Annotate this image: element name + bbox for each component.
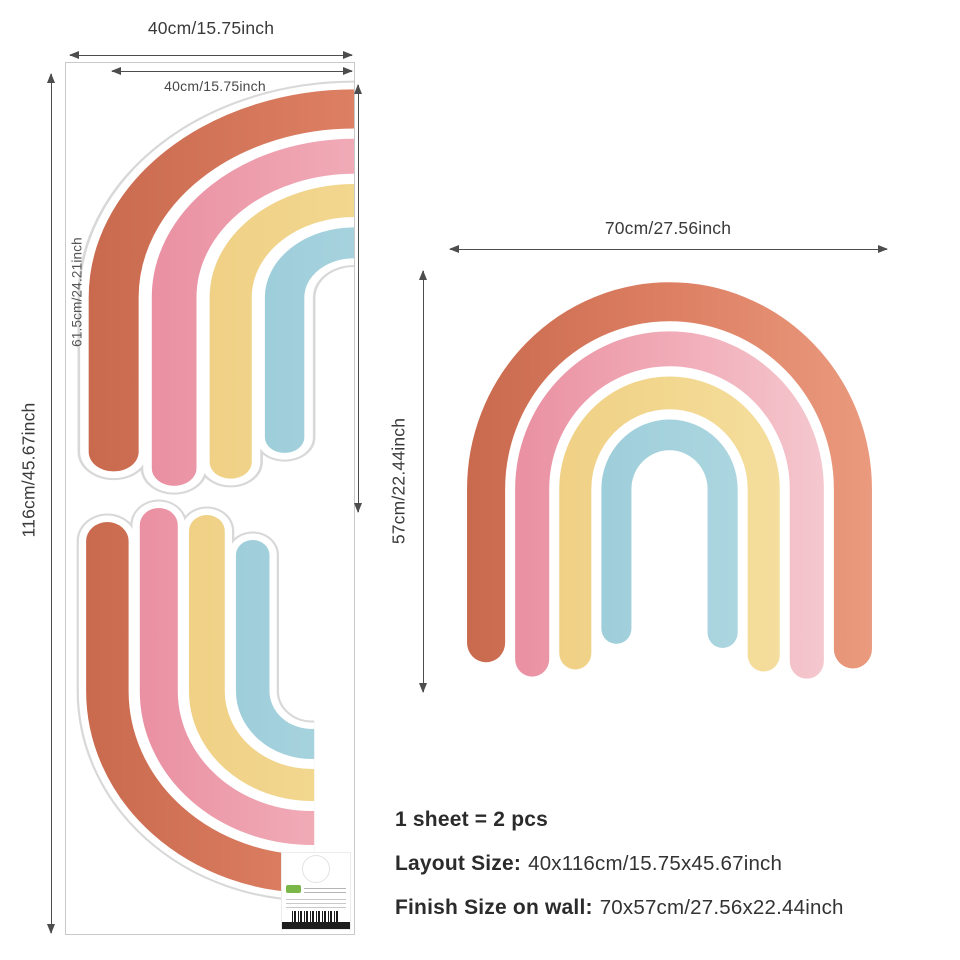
piece-width-arrow [111, 67, 353, 76]
brand-logo [286, 885, 301, 893]
finish-size-value: 70x57cm/27.56x22.44inch [599, 896, 844, 919]
sheet-height-label: 116cm/45.67inch [18, 402, 39, 538]
finish-width-arrow [449, 245, 888, 254]
layout-size-info: Layout Size: 40x116cm/15.75x45.67inch [395, 852, 782, 876]
finish-height-label: 57cm/22.44inch [388, 417, 409, 545]
piece-height-label: 61.5cm/24.21inch [69, 237, 85, 347]
sheet-width-arrow [69, 51, 353, 60]
piece-width-label: 40cm/15.75inch [164, 78, 266, 94]
sheet-piece-top [114, 109, 354, 470]
watermark-circle [302, 855, 330, 883]
finish-size-info: Finish Size on wall: 70x57cm/27.56x22.44i… [395, 896, 844, 920]
finish-width-label: 70cm/27.56inch [604, 218, 732, 238]
label-footer-bar [282, 922, 350, 929]
finish-size-label: Finish Size on wall: [395, 896, 593, 919]
sheet-pieces-graphic [66, 63, 354, 934]
pcs-info: 1 sheet = 2 pcs [395, 808, 548, 832]
piece-height-arrow [354, 84, 363, 513]
pcs-info-text: 1 sheet = 2 pcs [395, 808, 549, 831]
rainbow-decal [449, 272, 890, 692]
label-text-lines [304, 885, 346, 893]
sheet-height-arrow [47, 73, 56, 934]
label-text-lines [286, 896, 346, 908]
layout-size-value: 40x116cm/15.75x45.67inch [528, 852, 783, 875]
barcode [292, 911, 340, 924]
finish-height-arrow [419, 270, 428, 693]
sticker-sheet [65, 62, 355, 935]
sheet-piece-bottom [107, 523, 354, 874]
layout-size-label: Layout Size: [395, 852, 522, 875]
product-label [281, 852, 351, 930]
sheet-width-label: 40cm/15.75inch [147, 18, 275, 38]
